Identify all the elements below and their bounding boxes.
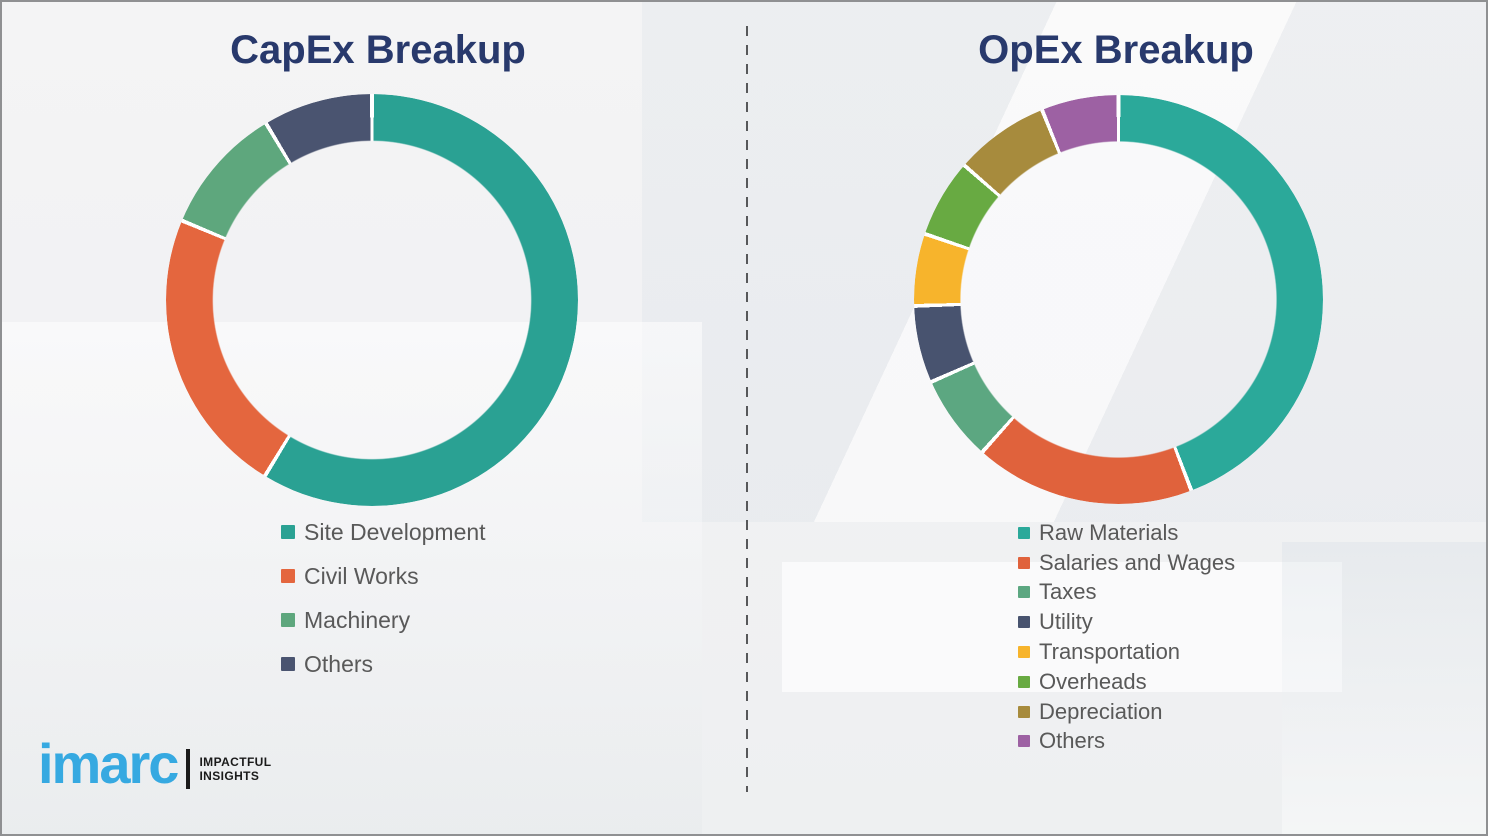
legend-label: Others [1039,728,1106,754]
legend-swatch [1018,705,1030,718]
imarc-logo-wordmark: imarc [38,732,179,795]
capex-legend: Site Development Civil Works Machinery Othe… [281,510,486,686]
legend-swatch [281,525,295,539]
logo-tagline: IMPACTFUL INSIGHTS [199,755,271,783]
legend-swatch [281,657,295,671]
legend-swatch [1018,735,1030,748]
legend-swatch [281,569,295,583]
legend-label: Overheads [1039,668,1147,694]
legend-label: Taxes [1039,579,1097,605]
imarc-logo: imarc IMPACTFUL INSIGHTS [38,732,271,796]
legend-label: Utility [1039,609,1093,635]
legend-item: Machinery [281,598,486,642]
legend-item: Transportation [1018,637,1235,667]
legend-item: Salaries and Wages [1018,548,1235,578]
logo-tagline-line2: INSIGHTS [199,769,260,783]
legend-swatch [1018,556,1030,569]
legend-item: Utility [1018,607,1235,637]
legend-item: Others [1018,727,1235,757]
legend-item: Others [281,642,486,686]
legend-label: Transportation [1039,639,1181,665]
legend-label: Civil Works [304,562,419,589]
legend-swatch [1018,646,1030,659]
legend-label: Machinery [304,606,411,633]
legend-swatch [1018,586,1030,599]
legend-item: Raw Materials [1018,518,1235,548]
capex-donut-chart [166,94,578,506]
dashed-divider [746,26,748,792]
legend-swatch [1018,616,1030,629]
opex-chart-title: OpEx Breakup [978,28,1254,72]
legend-label: Salaries and Wages [1039,549,1236,575]
legend-swatch [1018,526,1030,539]
legend-label: Others [304,650,374,677]
legend-label: Depreciation [1039,698,1163,724]
legend-swatch [1018,675,1030,688]
opex-donut-chart [914,95,1323,504]
logo-divider-bar [186,749,191,789]
legend-item: Taxes [1018,578,1235,608]
legend-label: Raw Materials [1039,519,1179,545]
legend-item: Site Development [281,510,486,554]
legend-item: Overheads [1018,667,1235,697]
capex-chart-title: CapEx Breakup [230,28,526,72]
legend-item: Depreciation [1018,697,1235,727]
legend-swatch [281,613,295,627]
legend-item: Civil Works [281,554,486,598]
logo-tagline-line1: IMPACTFUL [199,755,272,769]
background-texture [1282,542,1486,834]
legend-label: Site Development [304,518,486,545]
opex-legend: Raw Materials Salaries and Wages Taxes Util… [1018,518,1235,756]
